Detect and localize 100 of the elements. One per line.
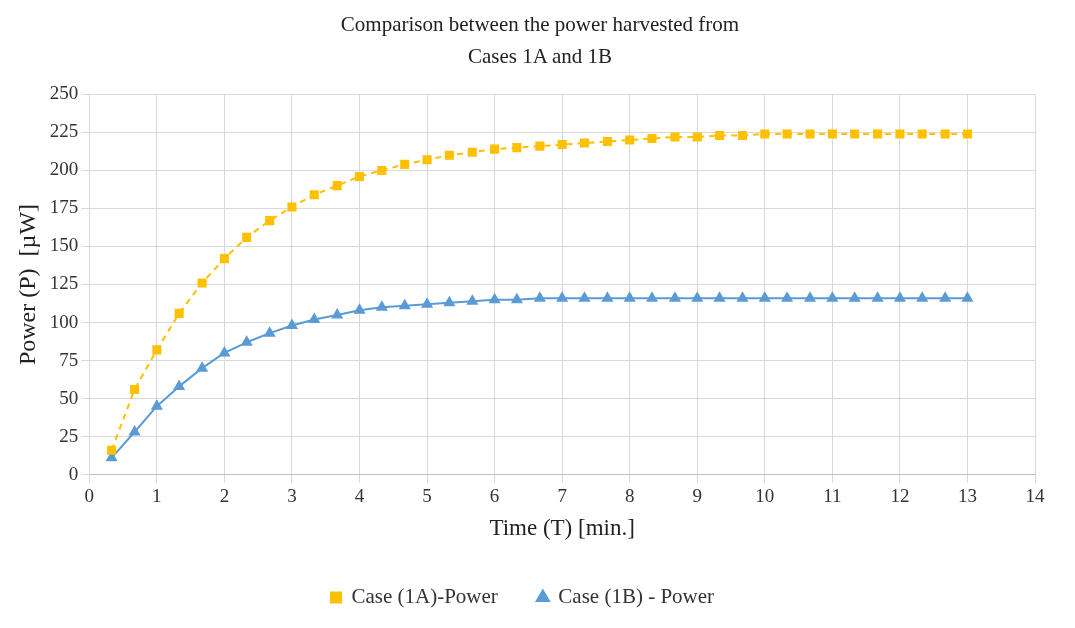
point bbox=[490, 144, 500, 154]
point bbox=[737, 292, 748, 302]
point bbox=[444, 150, 454, 160]
x-tick-label: 1 bbox=[152, 484, 162, 506]
point bbox=[264, 327, 275, 337]
legend-label: Case (1B) - Power bbox=[558, 584, 715, 609]
y-tick-label: 50 bbox=[59, 386, 79, 408]
point bbox=[962, 292, 973, 302]
point bbox=[265, 216, 275, 226]
x-tick-label: 10 bbox=[755, 484, 775, 506]
point bbox=[467, 147, 477, 157]
x-tick-label: 14 bbox=[1025, 484, 1045, 506]
point bbox=[646, 292, 658, 302]
chart-title: Comparison between the power harvested from Cases 1A and 1B bbox=[339, 11, 741, 70]
point bbox=[895, 129, 905, 139]
point bbox=[534, 292, 546, 302]
y-tick-label: 175 bbox=[49, 196, 79, 218]
point bbox=[308, 313, 320, 323]
point bbox=[197, 278, 207, 288]
y-tick-label: 75 bbox=[59, 348, 79, 370]
point bbox=[129, 426, 140, 436]
point bbox=[173, 380, 185, 390]
point bbox=[669, 292, 681, 302]
y-tick-label: 150 bbox=[49, 234, 79, 256]
x-axis-title: Time (T) [min.] bbox=[489, 515, 635, 541]
point bbox=[759, 292, 771, 302]
point bbox=[894, 292, 906, 302]
point bbox=[579, 292, 590, 302]
point bbox=[219, 346, 230, 357]
point bbox=[377, 165, 387, 175]
point bbox=[400, 159, 410, 169]
x-tick-label: 9 bbox=[692, 484, 702, 506]
point bbox=[715, 130, 725, 140]
y-tick-label: 25 bbox=[59, 424, 79, 446]
point bbox=[557, 140, 567, 150]
point bbox=[354, 171, 365, 182]
point bbox=[174, 308, 184, 318]
x-tick-label: 6 bbox=[489, 484, 500, 506]
point bbox=[130, 384, 140, 394]
point bbox=[422, 155, 432, 165]
point bbox=[152, 345, 162, 355]
x-tick-label: 12 bbox=[890, 484, 910, 506]
point bbox=[489, 293, 500, 304]
point bbox=[917, 129, 927, 139]
point bbox=[332, 181, 342, 191]
point bbox=[421, 298, 433, 308]
point bbox=[242, 232, 252, 242]
point bbox=[309, 190, 319, 200]
point bbox=[444, 296, 455, 307]
y-tick-label: 225 bbox=[49, 120, 79, 142]
x-tick-label: 2 bbox=[219, 484, 230, 506]
point bbox=[511, 293, 523, 304]
point bbox=[670, 132, 680, 142]
y-tick-label: 250 bbox=[49, 82, 79, 104]
point bbox=[512, 143, 522, 153]
point bbox=[602, 137, 612, 147]
point bbox=[804, 292, 816, 302]
y-tick-label: 125 bbox=[49, 272, 79, 294]
point bbox=[579, 138, 589, 148]
point bbox=[872, 292, 883, 302]
point bbox=[647, 133, 657, 144]
point bbox=[376, 301, 388, 311]
y-tick-label: 200 bbox=[49, 158, 79, 180]
point bbox=[107, 445, 117, 455]
y-tick-label: 0 bbox=[68, 462, 79, 484]
point bbox=[602, 292, 613, 302]
point bbox=[782, 129, 792, 139]
x-tick-label: 4 bbox=[354, 484, 365, 506]
x-tick-label: 13 bbox=[957, 484, 977, 506]
point bbox=[399, 299, 411, 310]
point bbox=[827, 292, 838, 302]
point bbox=[939, 292, 951, 302]
point bbox=[624, 292, 636, 302]
legend-label: Case (1A)-Power bbox=[351, 584, 498, 609]
point bbox=[219, 254, 229, 264]
point bbox=[737, 130, 748, 140]
point bbox=[287, 202, 297, 212]
point bbox=[962, 129, 972, 139]
x-tick-label: 5 bbox=[422, 484, 432, 506]
point bbox=[331, 308, 343, 319]
point bbox=[466, 295, 478, 305]
x-tick-label: 0 bbox=[84, 484, 95, 506]
point bbox=[827, 129, 837, 139]
x-tick-label: 3 bbox=[287, 484, 297, 506]
point bbox=[691, 292, 703, 302]
point bbox=[286, 319, 298, 330]
x-tick-label: 7 bbox=[557, 484, 567, 506]
y-tick-label: 100 bbox=[49, 310, 79, 332]
point bbox=[714, 292, 725, 302]
point bbox=[940, 129, 950, 139]
point bbox=[692, 132, 702, 142]
point bbox=[916, 292, 928, 302]
point bbox=[556, 292, 568, 302]
point bbox=[535, 141, 545, 151]
x-tick-label: 8 bbox=[624, 484, 635, 506]
point bbox=[625, 135, 635, 145]
point bbox=[850, 129, 860, 139]
point bbox=[151, 400, 163, 410]
point bbox=[849, 292, 860, 302]
y-axis-title: Power (P) [µW] bbox=[13, 203, 40, 366]
